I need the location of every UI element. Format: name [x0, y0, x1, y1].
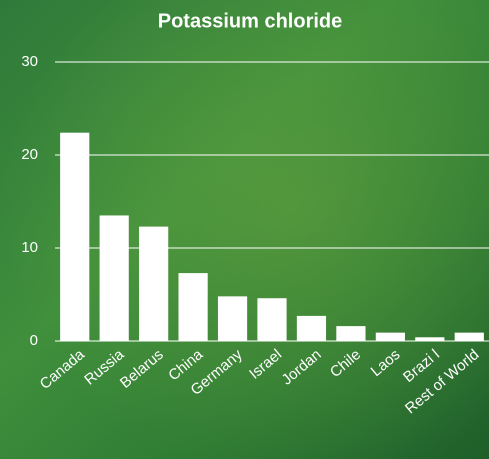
y-tick-label: 0 [30, 332, 38, 349]
bar [217, 296, 248, 341]
bar [415, 337, 445, 341]
y-tick-label: 10 [21, 239, 38, 256]
y-tick-label: 20 [21, 146, 38, 163]
bar [375, 332, 405, 341]
bar [454, 332, 484, 341]
bar [296, 315, 327, 341]
bar [139, 226, 169, 341]
bar [257, 298, 287, 341]
bar [99, 215, 129, 341]
y-tick-label: 30 [21, 53, 38, 70]
bar [60, 132, 90, 341]
bar [336, 326, 366, 341]
bar [178, 273, 208, 341]
chart-title: Potassium chloride [158, 10, 343, 32]
